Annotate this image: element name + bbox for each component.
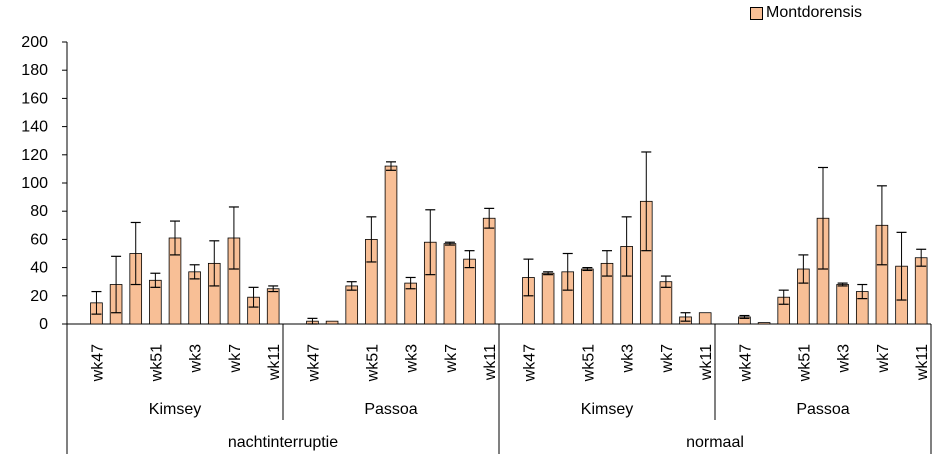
bar (463, 258, 476, 325)
x-tick-label: wk47 (737, 344, 754, 382)
x-tick-label: wk47 (521, 344, 538, 382)
x-tick-label: wk7 (875, 344, 892, 374)
bar (836, 284, 849, 325)
y-tick-label: 200 (21, 34, 48, 51)
x-tick-label: wk7 (443, 344, 460, 374)
x-tick-label: wk51 (796, 344, 813, 382)
y-tick-label: 20 (30, 288, 48, 305)
x-tick-label: wk51 (580, 344, 597, 382)
x-tick-label: wk7 (659, 344, 676, 374)
bar (659, 281, 673, 325)
legend-swatch (750, 6, 763, 20)
bar (581, 268, 594, 325)
y-tick-label: 140 (21, 119, 48, 136)
bar (325, 320, 339, 325)
x-tick-label: wk47 (89, 344, 106, 382)
x-tick-label: wk3 (620, 344, 637, 374)
y-tick-label: 80 (30, 203, 48, 220)
x-tick-label: wk11 (266, 344, 283, 381)
group-label: normaal (686, 434, 744, 451)
legend: Montdorensis (750, 4, 862, 22)
bar (541, 272, 555, 325)
bar (698, 312, 712, 325)
y-tick-label: 0 (39, 316, 48, 333)
subgroup-label: Kimsey (581, 401, 633, 418)
y-tick-label: 100 (21, 175, 48, 192)
bar (345, 285, 359, 325)
x-tick-label: wk11 (914, 344, 931, 381)
y-tick-label: 180 (21, 62, 48, 79)
x-tick-label: wk11 (482, 344, 499, 381)
x-tick-label: wk7 (227, 344, 244, 374)
subgroup-label: Passoa (364, 401, 417, 418)
x-tick-label: wk51 (364, 344, 381, 382)
x-tick-label: wk11 (698, 344, 715, 381)
bar (188, 271, 201, 325)
x-tick-label: wk47 (305, 344, 322, 382)
subgroup-label: Kimsey (149, 401, 201, 418)
x-tick-label: wk3 (188, 344, 205, 374)
bar (914, 257, 928, 325)
bar (757, 322, 771, 325)
bar (443, 243, 457, 325)
bar (482, 217, 496, 325)
group-label: nachtinterruptie (228, 434, 338, 451)
subgroup-label: Passoa (796, 401, 849, 418)
y-tick-label: 60 (30, 231, 48, 248)
legend-label: Montdorensis (766, 4, 863, 21)
x-tick-label: wk51 (148, 344, 165, 382)
x-tick-label: wk3 (404, 344, 421, 374)
y-tick-label: 160 (21, 90, 48, 107)
bar (266, 288, 280, 325)
y-tick-label: 40 (30, 260, 48, 277)
x-tick-label: wk3 (836, 344, 853, 374)
y-tick-label: 120 (21, 147, 48, 164)
bar (384, 165, 398, 325)
